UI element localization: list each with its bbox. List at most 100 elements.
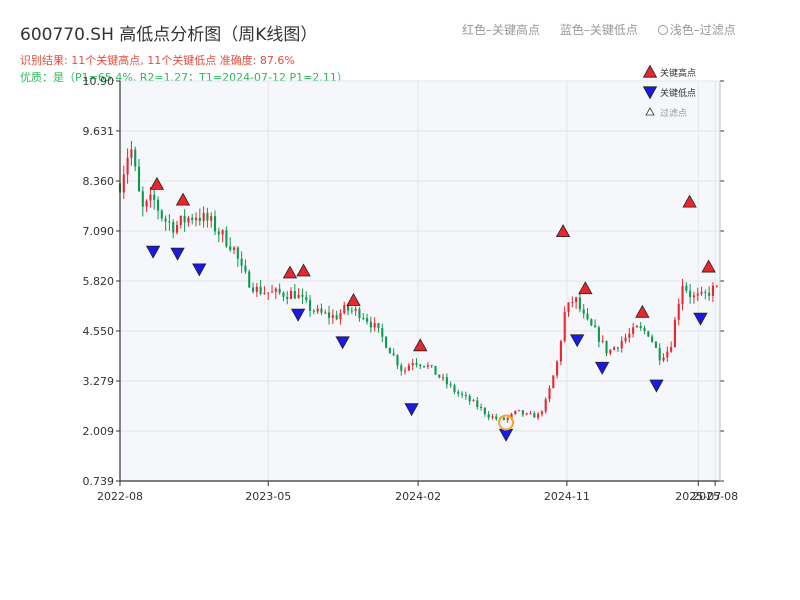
candle-body (320, 308, 323, 313)
candle (449, 381, 452, 388)
candle-body (126, 157, 129, 175)
candle (248, 269, 251, 289)
candle (537, 412, 540, 421)
candle-body (453, 385, 456, 392)
candle-body (704, 291, 707, 293)
candle-body (293, 290, 296, 299)
candle-body (175, 225, 179, 233)
candle-body (206, 212, 209, 221)
candle-body (255, 286, 258, 292)
candle-body (225, 230, 228, 247)
candle (654, 341, 657, 349)
candle-body (183, 215, 186, 223)
candle (198, 208, 201, 226)
candle-body (666, 351, 669, 358)
key-low-marker (693, 312, 708, 326)
candle (666, 346, 669, 362)
candle-body (324, 312, 327, 314)
grid-lines (119, 80, 720, 482)
y-tick-label: 3.279 (83, 375, 115, 388)
candle-body (556, 361, 559, 376)
key-low-marker (335, 336, 350, 350)
candle-body (692, 295, 695, 298)
candle (343, 301, 346, 315)
candle (590, 318, 593, 327)
candle-body (270, 291, 274, 293)
candle (711, 282, 714, 303)
candle-body (533, 413, 536, 418)
candle (518, 410, 521, 412)
candle (480, 403, 483, 411)
legend-low-icon (642, 86, 658, 100)
candle (191, 213, 194, 225)
candle (388, 347, 391, 354)
candle (137, 158, 141, 192)
candle-body (442, 377, 445, 379)
candle-body (464, 394, 467, 396)
y-tick-label: 5.820 (83, 275, 115, 288)
candle-body (586, 313, 589, 320)
candle-body (153, 194, 156, 200)
candle-body (331, 315, 334, 318)
candle-body (411, 363, 414, 366)
candle (217, 227, 220, 243)
candle (578, 291, 581, 313)
candle-body (392, 353, 395, 356)
candle (643, 325, 646, 335)
candle-body (548, 388, 551, 400)
candle (544, 397, 547, 414)
candle-body (263, 293, 266, 295)
candle (126, 148, 129, 184)
candle-body (240, 258, 243, 266)
candle (529, 410, 532, 415)
candle-body (461, 393, 464, 395)
candle-body (662, 357, 665, 361)
candle-body (145, 200, 148, 207)
candle (628, 327, 631, 343)
recognition-result: 识别结果: 11个关键高点, 11个关键低点 准确度: 87.6% (20, 54, 295, 67)
candle (521, 410, 524, 417)
candle (582, 303, 585, 319)
candle-body (487, 414, 490, 418)
candle (320, 303, 323, 315)
candle (639, 321, 642, 331)
candle (358, 306, 361, 322)
candle (571, 296, 574, 308)
candle-body (419, 364, 422, 367)
candle-body (594, 325, 597, 328)
candle (134, 146, 137, 172)
candle (122, 165, 125, 199)
candle (225, 226, 228, 248)
candle (400, 363, 403, 376)
candle-body (350, 310, 353, 312)
candle (366, 313, 369, 325)
key-high-marker (149, 176, 165, 190)
candle-body (194, 217, 198, 221)
candle (514, 410, 517, 415)
candle-body (514, 410, 517, 414)
candle (183, 209, 186, 232)
candle (525, 412, 528, 416)
candle (160, 209, 163, 222)
candle-body (643, 327, 646, 332)
candle (502, 416, 505, 421)
candle (662, 353, 665, 363)
candle (229, 237, 232, 253)
candle-body (172, 221, 175, 233)
candle (213, 210, 217, 235)
candle-body (708, 292, 711, 296)
candle (533, 411, 536, 418)
candle-body (624, 337, 627, 342)
candle-body (670, 347, 673, 352)
candle-body (491, 416, 494, 418)
candle (309, 295, 312, 317)
candle (464, 391, 467, 400)
candle (692, 291, 695, 304)
candle (430, 364, 433, 369)
key-low-marker (649, 379, 664, 393)
candle-body (407, 365, 410, 371)
candle-body (236, 247, 239, 259)
candle (594, 319, 597, 328)
candle-body (540, 411, 543, 414)
